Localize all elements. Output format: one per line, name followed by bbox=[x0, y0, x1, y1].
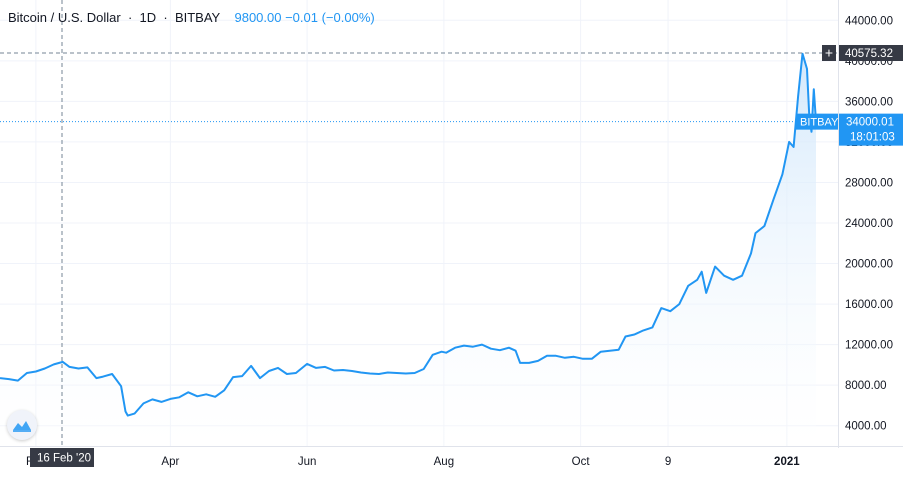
crosshair-price-label: 40575.32 bbox=[845, 48, 893, 60]
interval-label[interactable]: 1D bbox=[139, 10, 157, 25]
legend-separator: · bbox=[124, 10, 136, 25]
price-line bbox=[0, 52, 817, 417]
symbol-title[interactable]: Bitcoin / U.S. Dollar bbox=[8, 10, 121, 25]
y-tick-label: 24000.00 bbox=[845, 218, 893, 230]
legend-values: 9800.00 −0.01 (−0.00%) bbox=[234, 10, 375, 25]
y-tick-label: 8000.00 bbox=[845, 380, 887, 392]
y-tick-label: 4000.00 bbox=[845, 421, 887, 433]
price-area-fill bbox=[0, 53, 816, 446]
last-price-exchange-tag: BITBAY bbox=[800, 117, 839, 129]
x-tick-label: Jun bbox=[298, 456, 317, 468]
crosshair-plus-icon[interactable]: + bbox=[825, 45, 833, 61]
tradingview-logo[interactable] bbox=[7, 410, 37, 440]
chart-legend[interactable]: Bitcoin / U.S. Dollar · 1D · BITBAY 9800… bbox=[8, 10, 375, 25]
y-tick-label: 20000.00 bbox=[845, 259, 893, 271]
x-tick-label: Apr bbox=[161, 456, 179, 468]
x-tick-label: 2021 bbox=[774, 456, 800, 468]
chart-logo-icon bbox=[13, 421, 31, 432]
crosshair-price-tag: + 40575.32 bbox=[822, 45, 903, 61]
last-price-tag: BITBAY 34000.01 18:01:03 bbox=[796, 113, 903, 146]
y-tick-label: 16000.00 bbox=[845, 299, 893, 311]
y-tick-label: 36000.00 bbox=[845, 96, 893, 108]
last-price-value: 34000.01 bbox=[846, 117, 894, 129]
x-tick-label: 9 bbox=[665, 456, 671, 468]
x-tick-label: Oct bbox=[572, 456, 591, 468]
price-axis[interactable]: 4000.00 8000.00 12000.00 16000.00 20000.00 24… bbox=[845, 15, 893, 432]
y-tick-label: 12000.00 bbox=[845, 340, 893, 352]
bar-countdown: 18:01:03 bbox=[850, 132, 895, 144]
crosshair-date-tag: 16 Feb '20 bbox=[30, 448, 94, 467]
time-axis[interactable]: FebAprJunAugOct92021 bbox=[26, 456, 800, 468]
crosshair-date-label: 16 Feb '20 bbox=[37, 453, 91, 465]
y-tick-label: 44000.00 bbox=[845, 15, 893, 27]
legend-separator: · bbox=[159, 10, 172, 25]
y-tick-label: 28000.00 bbox=[845, 177, 893, 189]
x-tick-label: Aug bbox=[434, 456, 454, 468]
exchange-label[interactable]: BITBAY bbox=[174, 10, 220, 25]
